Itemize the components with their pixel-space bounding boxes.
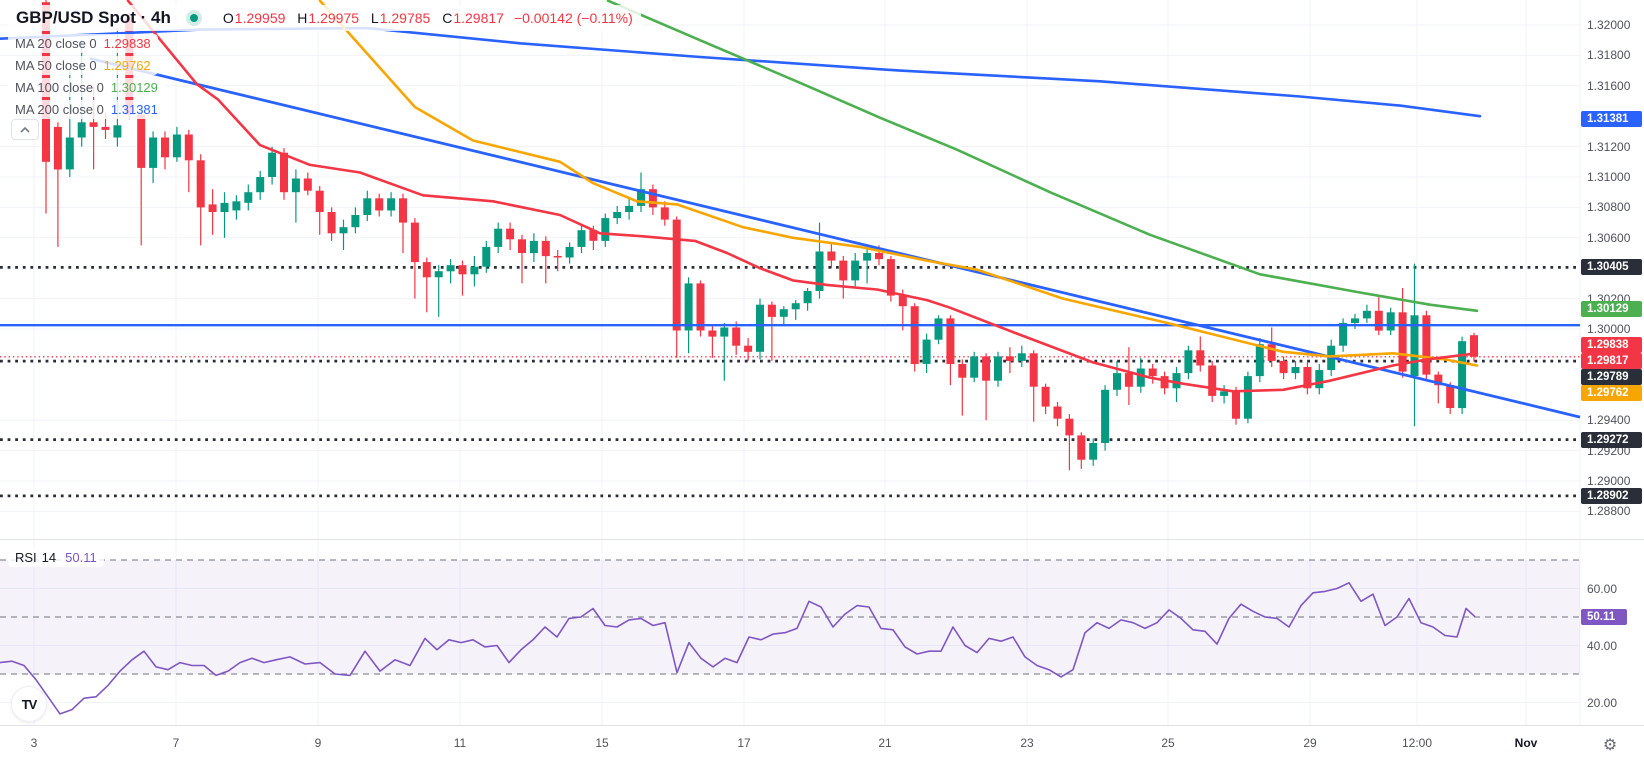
time-axis-label: 21 xyxy=(878,736,892,750)
symbol-name[interactable]: GBP/USD Spot · 4h xyxy=(16,8,171,27)
ma200-label: MA 200 close 0 xyxy=(15,102,104,117)
rsi-axis-tick: 60.00 xyxy=(1587,581,1618,596)
ma50-value: 1.29762 xyxy=(103,58,151,73)
ma50-label: MA 50 close 0 xyxy=(15,58,97,73)
time-axis-label: 23 xyxy=(1020,736,1034,750)
ma50-legend-row[interactable]: MA 50 close 0 1.29762 xyxy=(8,56,158,75)
rsi-legend[interactable]: RSI 14 50.11 xyxy=(8,548,104,567)
time-axis[interactable]: 3 7 9 11 15 17 21 23 25 29 12:00 Nov xyxy=(0,726,1644,760)
rsi-axis-tick: 40.00 xyxy=(1587,638,1618,653)
price-axis-tick: 1.31800 xyxy=(1587,48,1631,63)
time-axis-label: 29 xyxy=(1303,736,1317,750)
symbol-legend: GBP/USD Spot · 4h O1.29959 H1.29975 L1.2… xyxy=(8,5,641,119)
price-axis-tick: 1.31200 xyxy=(1587,139,1631,154)
ma100-legend-row[interactable]: MA 100 close 0 1.30129 xyxy=(8,78,165,97)
settings-gear-icon[interactable]: ⚙ xyxy=(1602,737,1618,754)
time-axis-label: 15 xyxy=(595,736,609,750)
collapse-indicators-button[interactable] xyxy=(11,119,39,140)
price-axis-tick: 1.30600 xyxy=(1587,230,1631,245)
ma200-legend-row[interactable]: MA 200 close 0 1.31381 xyxy=(8,100,165,119)
price-badge: 1.29817 xyxy=(1581,353,1642,369)
ohlc-close-value: 1.29817 xyxy=(453,10,504,26)
ma20-legend-row[interactable]: MA 20 close 0 1.29838 xyxy=(8,34,158,53)
price-axis-tick: 1.29400 xyxy=(1587,413,1631,428)
rsi-name: RSI xyxy=(15,550,37,565)
market-open-dot-icon[interactable] xyxy=(185,9,203,27)
ma200-value: 1.31381 xyxy=(110,102,158,117)
ohlc-open-label: O xyxy=(222,10,234,26)
price-badge: 1.29272 xyxy=(1581,431,1642,448)
ohlc-low-value: 1.29785 xyxy=(379,10,431,26)
tradingview-logo[interactable]: TV xyxy=(11,686,47,722)
time-axis-label: 17 xyxy=(737,736,751,750)
ma20-label: MA 20 close 0 xyxy=(15,36,97,51)
price-badge: 1.29838 xyxy=(1581,337,1642,353)
price-axis-tick: 1.28800 xyxy=(1587,504,1631,519)
time-axis-label: 11 xyxy=(453,736,467,750)
price-badge: 1.30129 xyxy=(1581,301,1642,318)
rsi-length: 14 xyxy=(41,550,57,565)
ma100-label: MA 100 close 0 xyxy=(15,80,104,95)
time-axis-label: Nov xyxy=(1514,736,1538,750)
price-axis-tick: 1.32000 xyxy=(1587,18,1631,33)
ohlc-low-label: L xyxy=(370,10,379,26)
price-axis-tick: 1.29000 xyxy=(1587,473,1631,488)
time-axis-label: 9 xyxy=(314,736,322,750)
rsi-value: 50.11 xyxy=(65,550,97,565)
price-badge: 1.29789 xyxy=(1581,369,1642,385)
symbol-title-row: GBP/USD Spot · 4h O1.29959 H1.29975 L1.2… xyxy=(8,5,641,31)
price-badge: 1.30405 xyxy=(1581,259,1642,276)
rsi-axis-tick: 20.00 xyxy=(1587,695,1618,710)
ma100-value: 1.30129 xyxy=(110,80,158,95)
price-badge: 1.29762 xyxy=(1581,385,1642,401)
price-badge: 1.28902 xyxy=(1581,487,1642,504)
ohlc-close-label: C xyxy=(442,10,453,26)
rsi-badge: 50.11 xyxy=(1581,608,1627,625)
change-readout: −0.00142 (−0.11%) xyxy=(513,10,633,26)
candlestick-series xyxy=(42,0,1478,471)
price-axis-tick: 1.30800 xyxy=(1587,200,1631,215)
ma20-value: 1.29838 xyxy=(103,36,151,51)
price-axis-tick: 1.31600 xyxy=(1587,78,1631,93)
ohlc-high-value: 1.29975 xyxy=(308,10,360,26)
price-badge: 1.31381 xyxy=(1581,111,1642,128)
time-axis-label: 7 xyxy=(172,736,180,750)
price-axis-tick: 1.30000 xyxy=(1587,322,1631,336)
time-axis-label: 3 xyxy=(30,736,38,750)
time-axis-label: 12:00 xyxy=(1401,736,1433,750)
ohlc-readout: O1.29959 H1.29975 L1.29785 C1.29817 xyxy=(215,10,504,26)
market-open-core xyxy=(189,14,198,22)
price-axis[interactable]: 1.32000 1.31800 1.31600 1.31200 1.31000 1.308… xyxy=(1580,0,1644,725)
chevron-up-icon xyxy=(20,126,30,133)
ohlc-high-label: H xyxy=(297,10,308,26)
time-axis-label: 25 xyxy=(1161,736,1175,750)
price-axis-tick: 1.31000 xyxy=(1587,170,1631,185)
ohlc-open-value: 1.29959 xyxy=(234,10,286,26)
